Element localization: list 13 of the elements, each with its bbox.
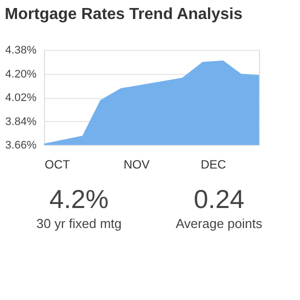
x-tick-label: NOV [124,158,150,172]
y-tick-label: 4.20% [5,68,37,80]
text: 4.2% [49,184,109,214]
y-tick-label: 3.84% [5,116,37,128]
x-tick-label: OCT [44,158,71,172]
y-tick-label: 4.38% [5,44,37,56]
y-tick-label: 3.66% [5,140,37,152]
text: Average points [176,216,263,231]
chart-title: Mortgage Rates Trend Analysis [4,6,243,23]
y-tick-label: 4.02% [5,92,37,104]
x-tick-label: DEC [200,158,226,172]
text: 30 yr fixed mtg [36,216,122,231]
text: 0.24 [194,184,244,214]
